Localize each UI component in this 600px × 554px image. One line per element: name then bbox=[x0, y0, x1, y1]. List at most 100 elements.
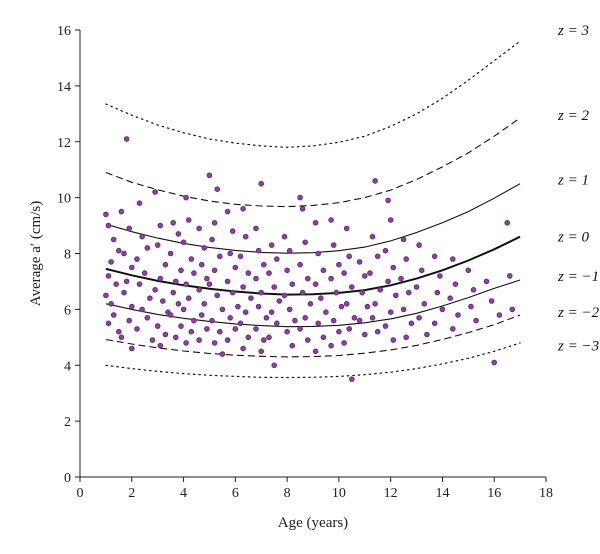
data-point bbox=[235, 303, 241, 310]
data-point bbox=[154, 242, 161, 248]
data-point bbox=[439, 306, 446, 313]
data-point bbox=[315, 250, 322, 257]
data-point bbox=[258, 289, 265, 296]
data-point bbox=[328, 217, 334, 223]
data-point bbox=[253, 225, 259, 232]
data-point bbox=[134, 256, 140, 262]
data-point bbox=[403, 334, 410, 341]
y-tick-label: 14 bbox=[57, 80, 71, 95]
curve-label: z = 2 bbox=[557, 108, 589, 124]
data-point bbox=[292, 317, 298, 324]
data-point bbox=[281, 292, 288, 299]
data-point bbox=[144, 245, 151, 251]
data-point bbox=[157, 342, 164, 349]
x-tick-label: 14 bbox=[435, 486, 449, 501]
data-point bbox=[509, 306, 516, 313]
curve-label: z = −1 bbox=[557, 269, 599, 285]
data-point bbox=[390, 264, 397, 271]
data-point bbox=[330, 317, 337, 324]
data-point bbox=[167, 250, 174, 257]
data-point bbox=[167, 312, 174, 318]
data-point bbox=[271, 362, 278, 369]
data-point bbox=[118, 334, 125, 341]
data-point bbox=[188, 256, 195, 262]
data-point bbox=[224, 337, 231, 343]
curve-label: z = −2 bbox=[557, 305, 600, 321]
y-tick-label: 4 bbox=[64, 359, 71, 374]
data-point bbox=[237, 253, 244, 260]
data-point bbox=[201, 300, 208, 307]
data-point bbox=[369, 314, 376, 321]
curve-z-2 bbox=[105, 117, 521, 208]
data-point bbox=[413, 284, 420, 290]
axes bbox=[79, 30, 546, 478]
data-point bbox=[338, 303, 345, 310]
data-point bbox=[271, 284, 278, 290]
data-point bbox=[245, 270, 252, 276]
data-point bbox=[328, 275, 334, 282]
percentile-curves bbox=[105, 40, 521, 379]
data-point bbox=[302, 314, 309, 321]
data-point bbox=[364, 303, 371, 310]
data-point bbox=[134, 326, 140, 332]
data-point bbox=[356, 317, 363, 324]
data-point bbox=[245, 334, 252, 341]
data-point bbox=[141, 270, 148, 276]
data-point bbox=[299, 289, 306, 296]
data-point bbox=[198, 312, 205, 318]
data-point bbox=[346, 253, 353, 260]
data-point bbox=[157, 222, 164, 229]
data-point bbox=[312, 348, 319, 355]
data-point bbox=[346, 326, 353, 332]
data-point bbox=[149, 337, 156, 343]
data-point bbox=[400, 236, 407, 243]
data-point bbox=[382, 247, 389, 254]
data-point bbox=[359, 289, 366, 296]
data-point bbox=[504, 220, 511, 226]
data-point bbox=[232, 326, 239, 332]
data-point bbox=[232, 264, 239, 271]
data-point bbox=[266, 270, 272, 276]
data-point bbox=[317, 295, 324, 302]
curve-labels: z = 3 z = 2 z = 1 z = 0 z = −1 z = −2 z = −3 bbox=[557, 23, 600, 355]
data-point bbox=[162, 261, 169, 268]
data-point bbox=[387, 309, 394, 316]
data-point bbox=[180, 306, 187, 313]
data-point bbox=[224, 208, 231, 215]
data-point bbox=[506, 273, 513, 279]
data-point bbox=[196, 337, 202, 343]
data-point bbox=[336, 261, 342, 268]
data-point bbox=[248, 295, 254, 302]
data-point bbox=[431, 320, 438, 327]
data-point bbox=[242, 233, 249, 240]
data-point bbox=[421, 300, 428, 307]
data-point bbox=[105, 320, 112, 327]
data-point bbox=[260, 337, 267, 343]
data-point bbox=[204, 326, 210, 332]
data-point bbox=[437, 273, 443, 279]
curve-z-3 bbox=[105, 40, 521, 148]
data-point bbox=[431, 253, 438, 260]
data-point bbox=[416, 314, 422, 321]
data-point bbox=[374, 253, 381, 260]
data-point bbox=[323, 309, 329, 316]
data-point bbox=[255, 247, 262, 254]
data-point bbox=[468, 303, 474, 310]
data-point bbox=[105, 222, 112, 229]
data-point bbox=[405, 289, 412, 296]
y-tick-label: 8 bbox=[64, 248, 71, 263]
data-point bbox=[374, 328, 381, 335]
data-point bbox=[348, 284, 355, 290]
data-point bbox=[491, 359, 498, 366]
data-point bbox=[403, 256, 410, 262]
data-point bbox=[191, 270, 197, 276]
data-point bbox=[299, 206, 306, 212]
data-point bbox=[126, 225, 132, 232]
data-point bbox=[178, 267, 184, 274]
data-point bbox=[330, 242, 337, 248]
data-point bbox=[103, 292, 109, 299]
y-tick-label: 16 bbox=[57, 24, 71, 39]
data-point bbox=[219, 351, 226, 357]
data-point bbox=[258, 180, 265, 187]
